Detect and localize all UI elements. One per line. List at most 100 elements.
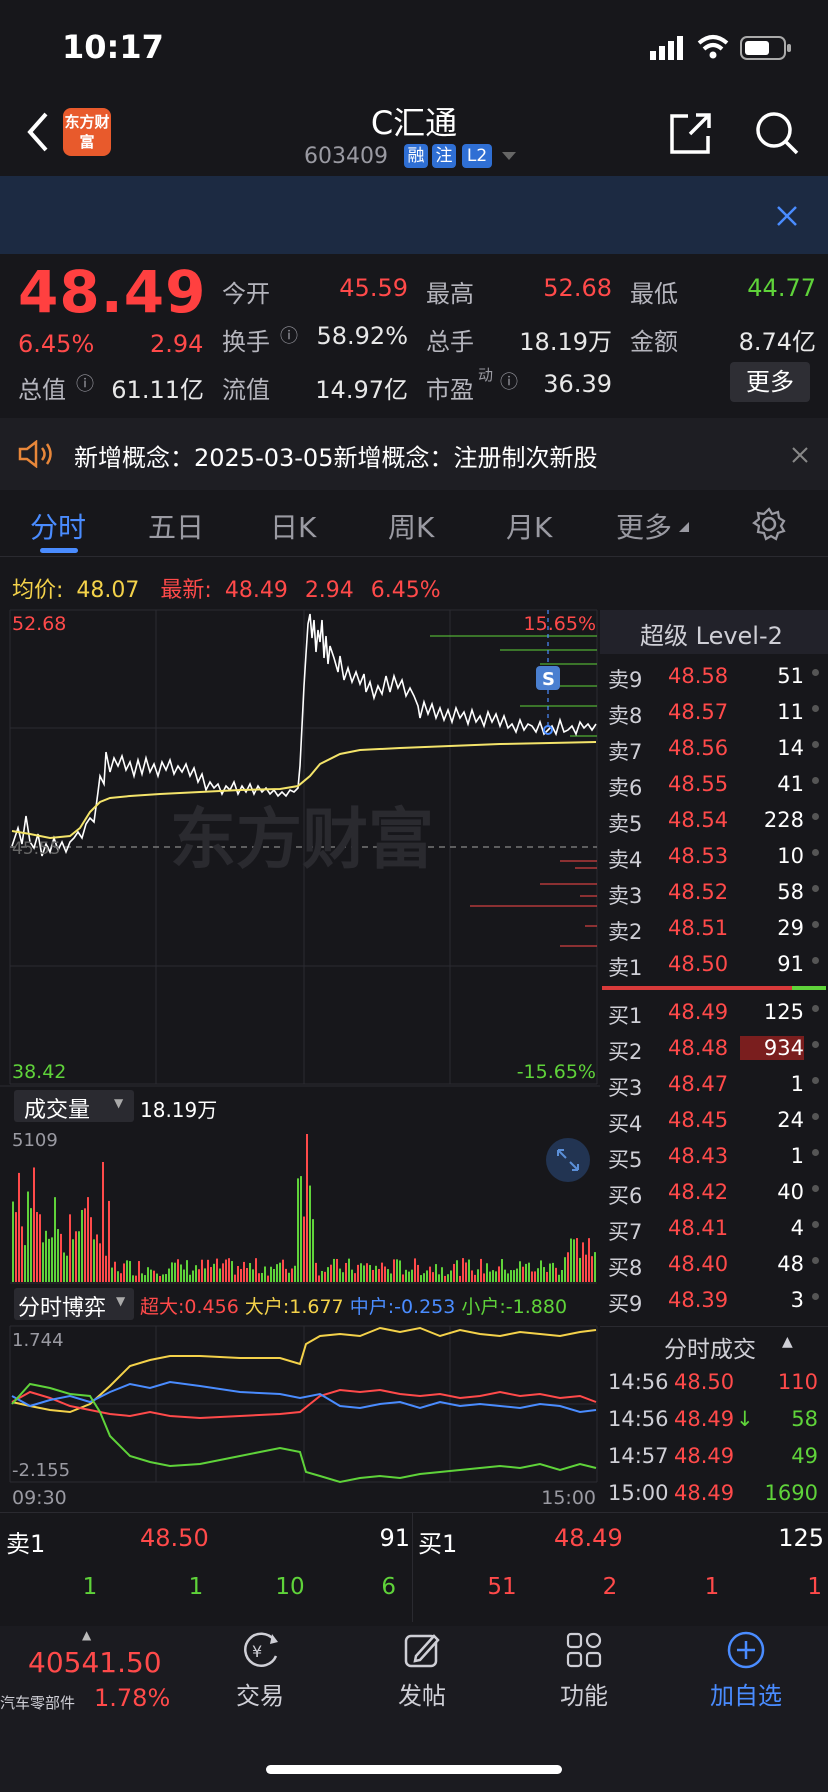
info-icon[interactable]: ⓘ	[500, 372, 518, 393]
volume-max: 5109	[12, 1130, 58, 1151]
ask-row[interactable]: 卖1 48.50 91	[600, 948, 828, 984]
ask-row[interactable]: 卖4 48.53 10	[600, 840, 828, 876]
notice-text: 新增概念：2025-03-05新增概念：注册制次新股	[74, 444, 598, 472]
share-icon[interactable]	[668, 110, 714, 156]
tab-trade[interactable]: ¥ 交易	[205, 1630, 315, 1711]
bid-row[interactable]: 买1 48.49 125	[600, 996, 828, 1032]
chart-top-pct: 15.65%	[524, 613, 596, 635]
close-icon[interactable]	[792, 447, 808, 463]
bid-price: 48.42	[668, 1180, 729, 1204]
trade-time: 14:56	[608, 1407, 669, 1431]
order-book-header[interactable]: 超级 Level-2	[600, 610, 828, 654]
clock: 10:17	[62, 28, 164, 66]
status-dot	[812, 921, 819, 928]
status-dot	[812, 813, 819, 820]
time-end: 15:00	[541, 1487, 596, 1509]
tab-day-k[interactable]: 日K	[270, 511, 317, 544]
ask-price: 48.53	[668, 844, 729, 868]
bid-row[interactable]: 买4 48.45 24	[600, 1104, 828, 1140]
game-line-medium	[11, 1380, 597, 1414]
bid-level-label: 买3	[608, 1076, 643, 1100]
tab-functions-label: 功能	[560, 1682, 608, 1710]
ask-row[interactable]: 卖3 48.52 58	[600, 876, 828, 912]
trades-title: 分时成交	[664, 1337, 756, 1363]
bid-level-label: 买7	[608, 1220, 643, 1244]
bid-row[interactable]: 买9 48.39 3	[600, 1284, 828, 1320]
ask-level-label: 卖4	[608, 848, 643, 872]
speaker-icon	[18, 440, 52, 468]
more-button[interactable]: 更多	[730, 362, 810, 402]
game-stat-super: 超大:0.456	[140, 1296, 239, 1318]
bid-row[interactable]: 买7 48.41 4	[600, 1212, 828, 1248]
expand-button[interactable]	[546, 1138, 590, 1182]
ask-row[interactable]: 卖2 48.51 29	[600, 912, 828, 948]
bid-row[interactable]: 买8 48.40 48	[600, 1248, 828, 1284]
float-cap-value: 14.97亿	[315, 376, 408, 404]
status-dot	[812, 957, 819, 964]
expand-icon	[557, 1149, 579, 1171]
tab-month-k[interactable]: 月K	[506, 511, 553, 544]
settings-gear-icon[interactable]	[752, 507, 786, 541]
sector-index-ticker[interactable]: ▲ 40541.50 汽车零部件 1.78%	[0, 1626, 180, 1716]
registration-tag: 注	[432, 144, 456, 168]
bid-row[interactable]: 买2 48.48 934	[600, 1032, 828, 1068]
index-name: 汽车零部件	[0, 1694, 76, 1712]
ask-row[interactable]: 卖6 48.55 41	[600, 768, 828, 804]
game-label: 分时博弈	[18, 1296, 107, 1321]
bid-volume: 4	[790, 1216, 804, 1240]
order-book: 超级 Level-2 卖9 48.58 51 卖8 48.57 11 卖7 48.56 14 卖6…	[600, 610, 828, 1330]
ask-row[interactable]: 卖9 48.58 51	[600, 660, 828, 696]
dropdown-icon[interactable]	[502, 152, 516, 162]
intraday-chart[interactable]: 东方财富 S 52.68 38.42 15.65% -15.65% 45.55 …	[0, 606, 600, 1516]
sell-queue-item: 6	[381, 1574, 396, 1600]
tab-five-day[interactable]: 五日	[148, 511, 205, 544]
close-icon[interactable]	[776, 205, 798, 227]
grid-icon	[566, 1632, 602, 1668]
ask-row[interactable]: 卖5 48.54 228	[600, 804, 828, 840]
volume-label: 成交量	[24, 1098, 91, 1123]
status-dot	[812, 1005, 819, 1012]
status-dot	[812, 1113, 819, 1120]
bid-row[interactable]: 买5 48.43 1	[600, 1140, 828, 1176]
tab-post[interactable]: 发帖	[367, 1630, 477, 1711]
tab-more[interactable]: 更多	[616, 511, 673, 544]
turnover-label: 换手	[222, 328, 270, 356]
ask-row[interactable]: 卖8 48.57 11	[600, 696, 828, 732]
concept-notice[interactable]: 新增概念：2025-03-05新增概念：注册制次新股	[0, 418, 828, 490]
info-icon[interactable]: ⓘ	[76, 374, 94, 395]
signal-marker[interactable]	[536, 666, 560, 690]
buy1-price: 48.49	[554, 1524, 623, 1552]
signal-marker-label: S	[542, 669, 555, 690]
tab-functions[interactable]: 功能	[529, 1630, 639, 1711]
ask-volume: 10	[777, 844, 804, 868]
tab-minute[interactable]: 分时	[30, 511, 87, 544]
tab-add-watchlist[interactable]: 加自选	[691, 1630, 801, 1711]
tab-week-k[interactable]: 周K	[388, 511, 435, 544]
plus-circle-icon	[727, 1631, 765, 1669]
trade-volume: 49	[791, 1444, 818, 1468]
volume-indicator-select[interactable]: 成交量 ▼	[14, 1090, 134, 1123]
trade-time: 14:56	[608, 1370, 669, 1394]
sell1-price: 48.50	[140, 1524, 209, 1552]
ask-level-label: 卖7	[608, 740, 643, 764]
back-icon[interactable]	[26, 112, 50, 152]
search-icon[interactable]	[754, 110, 800, 156]
svg-text:¥: ¥	[252, 1642, 262, 1661]
trade-ticks[interactable]: 分时成交 ▲ 14:56 48.50 110 14:56 48.49 ↓ 58 14:57 48…	[600, 1328, 828, 1512]
trade-price: 48.49	[674, 1407, 735, 1431]
bid-row[interactable]: 买3 48.47 1	[600, 1068, 828, 1104]
status-dot	[812, 1041, 819, 1048]
game-line-small	[11, 1382, 597, 1484]
sell1-vol: 91	[379, 1524, 410, 1552]
ask-level-label: 卖3	[608, 884, 643, 908]
ask-level-label: 卖5	[608, 812, 643, 836]
bid-volume: 1	[790, 1072, 804, 1096]
ad-banner[interactable]	[0, 176, 828, 254]
bid-price: 48.39	[668, 1288, 729, 1312]
level1-summary: 卖1 48.50 91 买1 48.49 125 1 1 10 6 51 2 1…	[0, 1512, 828, 1622]
avg-label: 均价:	[12, 578, 64, 603]
ask-row[interactable]: 卖7 48.56 14	[600, 732, 828, 768]
bid-row[interactable]: 买6 48.42 40	[600, 1176, 828, 1212]
info-icon[interactable]: ⓘ	[280, 326, 298, 347]
game-indicator-select[interactable]: 分时博弈 ▼	[14, 1288, 134, 1321]
